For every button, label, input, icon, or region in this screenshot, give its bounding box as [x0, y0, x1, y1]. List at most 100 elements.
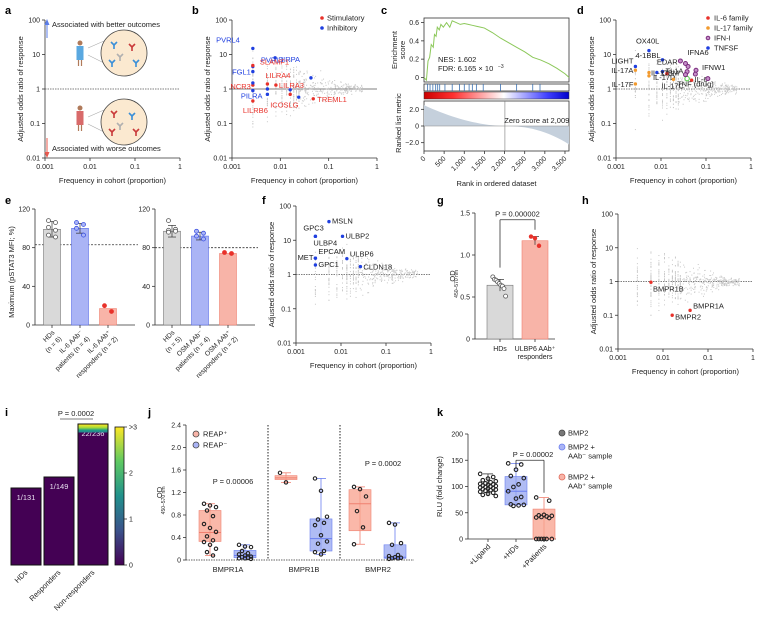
background-point [398, 275, 400, 277]
background-point [325, 97, 327, 99]
y-axis-label-top: Enrichment [390, 30, 399, 69]
background-point [674, 284, 676, 286]
background-point [648, 64, 650, 66]
background-point [314, 267, 316, 269]
background-point [352, 264, 354, 266]
background-point [336, 85, 338, 87]
background-point [402, 281, 404, 283]
background-point [327, 81, 329, 83]
data-point [363, 494, 369, 499]
background-point [349, 278, 351, 280]
background-point [281, 95, 283, 97]
cytokine-point [633, 82, 638, 86]
background-point [717, 280, 719, 282]
nonresponder-antibody-bubble [87, 98, 148, 146]
background-point [281, 85, 283, 87]
data-point [395, 556, 401, 561]
background-point [671, 295, 673, 297]
y-tick-label: 2.0 [409, 107, 419, 114]
background-point [666, 96, 668, 98]
background-point [680, 289, 682, 291]
background-point [295, 66, 297, 68]
background-point [299, 81, 301, 83]
background-point [683, 94, 685, 96]
background-point [698, 101, 700, 103]
background-point [407, 274, 409, 276]
background-point [708, 279, 710, 281]
data-point [511, 484, 516, 490]
background-point [706, 278, 708, 280]
background-point [656, 81, 658, 83]
background-point [374, 279, 376, 281]
background-point [706, 281, 708, 283]
background-point [656, 87, 658, 89]
data-point [477, 489, 483, 495]
background-point [738, 280, 740, 282]
background-point [305, 78, 307, 80]
background-point [318, 96, 320, 98]
y-axis-label: Adjusted odds ratio of response [587, 36, 596, 141]
background-point [669, 87, 671, 89]
background-point [636, 268, 638, 270]
background-point [266, 101, 268, 103]
background-point [634, 91, 636, 93]
background-point [299, 81, 301, 83]
cytokine-point [689, 78, 694, 82]
background-point [668, 271, 670, 273]
y-tick-label: 100 [599, 18, 611, 25]
background-point [679, 291, 681, 293]
background-point [349, 271, 351, 273]
background-point [341, 93, 343, 95]
cytokine-point [633, 64, 638, 69]
legend-marker [558, 473, 566, 481]
background-point [702, 81, 704, 83]
background-point [733, 279, 735, 281]
background-point [728, 279, 730, 281]
background-point [682, 103, 684, 105]
gene-label: PVRL1 [261, 55, 285, 64]
background-point [664, 276, 666, 278]
background-point [357, 256, 359, 258]
background-point [347, 91, 349, 93]
background-point [680, 77, 682, 79]
background-point [314, 276, 316, 278]
data-point [354, 508, 360, 514]
background-point [671, 281, 673, 283]
background-point [337, 92, 339, 94]
panel-letter-e: e [5, 195, 11, 207]
y-tick-label: 2.4 [171, 423, 181, 430]
background-point [355, 266, 357, 268]
data-point [213, 504, 219, 510]
background-point [252, 114, 254, 116]
background-point [727, 285, 729, 287]
background-point [707, 282, 709, 284]
background-point [320, 90, 322, 92]
enrichment-curve [423, 20, 570, 82]
antibody-icon [110, 41, 118, 49]
data-point [201, 539, 207, 545]
x-tick-label: BMPR1A [213, 565, 244, 574]
cytokine-point [665, 71, 669, 76]
x-tick-label: 1 [429, 349, 433, 356]
background-point [689, 284, 691, 286]
panel-i: 1/131HDs1/149Responders22/236Non-respond… [10, 409, 137, 612]
background-point [340, 81, 342, 83]
background-point [674, 257, 676, 259]
background-point [412, 277, 414, 279]
background-point [679, 275, 681, 277]
antigen-label: CLDN18 [363, 263, 392, 272]
background-point [303, 88, 305, 90]
legend-marker [706, 46, 710, 50]
background-point [734, 85, 736, 87]
background-point [328, 284, 330, 286]
background-point [658, 255, 660, 257]
background-point [648, 115, 650, 117]
background-point [342, 287, 344, 289]
background-point [650, 266, 652, 268]
background-point [675, 95, 677, 97]
background-point [333, 92, 335, 94]
background-point [303, 82, 305, 84]
background-point [400, 276, 402, 278]
background-point [726, 89, 728, 91]
background-point [703, 100, 705, 102]
